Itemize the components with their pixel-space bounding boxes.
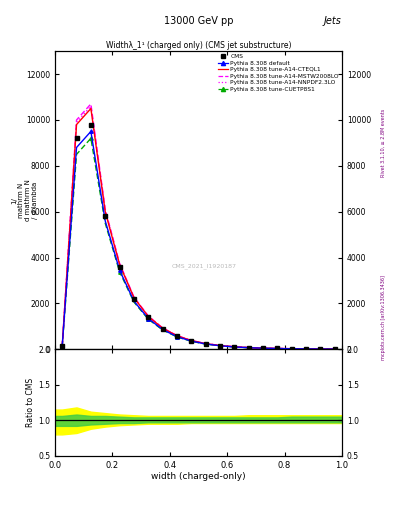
Text: Jets: Jets [324, 16, 342, 26]
Text: 13000 GeV pp: 13000 GeV pp [164, 16, 233, 26]
Y-axis label: 1/
mathrm N
d mathrm N
/ d lambda: 1/ mathrm N d mathrm N / d lambda [11, 179, 38, 221]
Text: CMS_2021_I1920187: CMS_2021_I1920187 [172, 263, 237, 269]
Text: Rivet 3.1.10, ≥ 2.8M events: Rivet 3.1.10, ≥ 2.8M events [381, 109, 386, 178]
Text: mcplots.cern.ch [arXiv:1306.3436]: mcplots.cern.ch [arXiv:1306.3436] [381, 275, 386, 360]
Title: Widthλ_1¹ (charged only) (CMS jet substructure): Widthλ_1¹ (charged only) (CMS jet substr… [106, 41, 291, 50]
Legend: CMS, Pythia 8.308 default, Pythia 8.308 tune-A14-CTEQL1, Pythia 8.308 tune-A14-M: CMS, Pythia 8.308 default, Pythia 8.308 … [217, 53, 340, 93]
Y-axis label: Ratio to CMS: Ratio to CMS [26, 378, 35, 427]
X-axis label: width (charged-only): width (charged-only) [151, 472, 246, 481]
